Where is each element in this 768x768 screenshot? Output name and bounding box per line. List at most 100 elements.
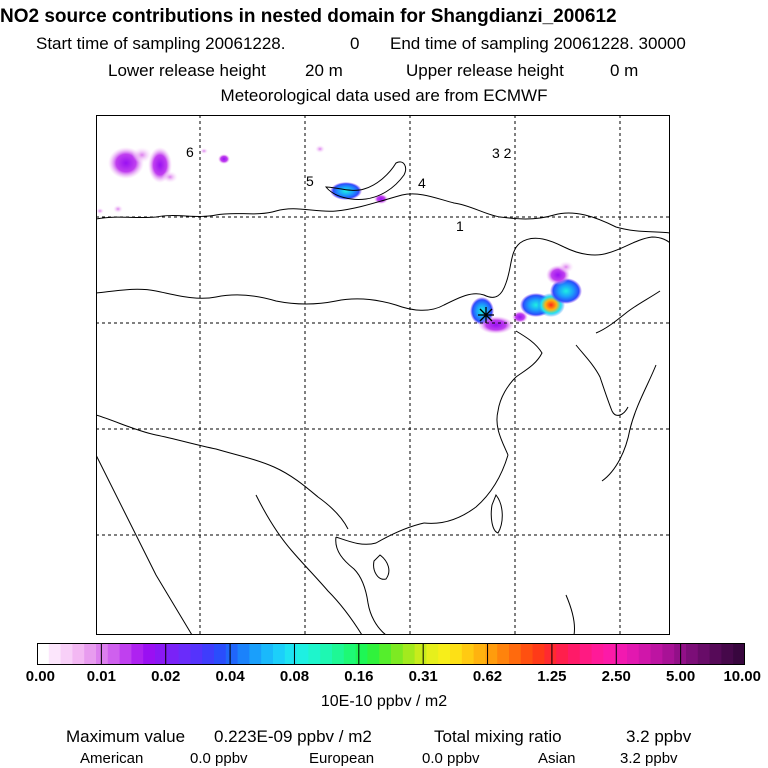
colorbar-cell: [320, 643, 333, 665]
colorbar-cell: [450, 643, 463, 665]
colorbar-cell: [237, 643, 250, 665]
colorbar-tick-label: 0.01: [86, 668, 116, 685]
colorbar-cell: [355, 643, 368, 665]
colorbar-cell: [438, 643, 451, 665]
lower-release-value: 20 m: [305, 61, 343, 80]
colorbar-cell: [131, 643, 144, 665]
indochina-border: [255, 494, 363, 635]
upper-release-label: Upper release height: [406, 61, 564, 80]
start-time-value: 0: [350, 34, 360, 53]
colorbar-cell: [568, 643, 581, 665]
colorbar-cell: [273, 643, 286, 665]
region-label-6: 6: [186, 144, 194, 160]
region-label-4: 4: [418, 175, 426, 191]
colorbar-cell: [391, 643, 404, 665]
colorbar-unit: 10E-10 ppbv / m2: [320, 693, 448, 710]
colorbar-cell: [379, 643, 392, 665]
south-china-coast: [335, 522, 425, 545]
total-mixing-value: 3.2 ppbv: [626, 727, 692, 746]
colorbar-cell: [627, 643, 640, 665]
colorbar-cell: [225, 643, 239, 665]
receptor-star-icon: [478, 307, 494, 323]
map-frame: [96, 115, 670, 635]
colorbar-cell: [96, 643, 109, 665]
colorbar-cell: [414, 643, 427, 665]
lake-baikal: [324, 161, 407, 200]
colorbar-cell: [591, 643, 604, 665]
region-label-5: 5: [306, 173, 314, 189]
colorbar-cell: [497, 643, 510, 665]
colorbar-cell: [579, 643, 593, 665]
colorbar-cell: [249, 643, 262, 665]
japan: [601, 364, 657, 482]
hainan: [373, 554, 390, 580]
vietnam-coast: [335, 536, 387, 635]
colorbar-cell: [37, 643, 50, 665]
concentration-plume-baikal: [315, 145, 388, 204]
map-panel: 6 5 4 3 2 1: [96, 115, 670, 635]
colorbar-cell: [402, 643, 416, 665]
east-china-coast: [423, 454, 509, 524]
colorbar-tick-label: 0.02: [151, 668, 181, 685]
end-time-label: End time of sampling 20061228. 30000: [390, 34, 686, 53]
colorbar-cell: [733, 643, 745, 665]
colorbar-cell: [615, 643, 628, 665]
colorbar-cell: [686, 643, 699, 665]
colorbar-cell: [697, 643, 711, 665]
colorbar-cell: [662, 643, 675, 665]
start-time-label: Start time of sampling 20061228.: [36, 34, 286, 53]
korea-border: [595, 290, 661, 334]
european-label: European: [309, 750, 375, 767]
colorbar-cell: [284, 643, 298, 665]
max-value: 0.223E-09 ppbv / m2: [214, 727, 372, 746]
european-value: 0.0 ppbv: [422, 750, 480, 767]
map-title: NO2 source contributions in nested domai…: [0, 6, 617, 27]
philippines: [565, 594, 575, 635]
colorbar-tick-label: 2.50: [601, 668, 631, 685]
colorbar-cell: [190, 643, 203, 665]
colorbar-cell: [261, 643, 274, 665]
colorbar-tick-label: 0.62: [472, 668, 503, 685]
colorbar-cell: [332, 643, 345, 665]
china-southwest-border: [96, 414, 349, 530]
colorbar-cell: [461, 643, 475, 665]
region-label-3-2: 3 2: [492, 145, 512, 161]
met-data-source: Meteorological data used are from ECMWF: [220, 86, 548, 105]
colorbar-cell: [709, 643, 722, 665]
china-northeast-border: [563, 236, 670, 256]
russia-mongolia-border: [96, 193, 670, 234]
lower-release-label: Lower release height: [108, 61, 266, 80]
colorbar-tick-label: 0.16: [344, 668, 374, 685]
colorbar-cell: [650, 643, 663, 665]
colorbar-cell: [721, 643, 734, 665]
colorbar-tick-label: 0.08: [279, 668, 310, 685]
colorbar-cell: [178, 643, 191, 665]
asian-label: Asian: [538, 750, 576, 767]
colorbar-cell: [60, 643, 73, 665]
colorbar-cell: [473, 643, 486, 665]
colorbar-ticks: 0.00 0.01 0.02 0.04 0.08 0.16 0.31 0.62 1.25 2.50…: [0, 668, 768, 688]
colorbar-cell: [214, 643, 227, 665]
colorbar-cell: [367, 643, 380, 665]
colorbar-cell: [107, 643, 121, 665]
colorbar-cell: [520, 643, 534, 665]
max-value-label: Maximum value: [66, 727, 186, 746]
colorbar-cell: [544, 643, 557, 665]
colorbar-cell: [202, 643, 215, 665]
colorbar-cell: [143, 643, 156, 665]
american-label: American: [80, 750, 144, 767]
colorbar-cell: [509, 643, 522, 665]
colorbar-cell: [343, 643, 357, 665]
colorbar-cell: [638, 643, 652, 665]
colorbar-tick-label: 0.31: [408, 668, 438, 685]
concentration-plume-beijing: [470, 261, 582, 334]
coastlines-and-borders: [96, 161, 670, 635]
colorbar-cell: [72, 643, 85, 665]
colorbar-tick-label: 5.00: [666, 668, 696, 685]
asian-value: 3.2 ppbv: [620, 750, 678, 767]
colorbar-cell: [84, 643, 97, 665]
colorbar-cell: [155, 643, 168, 665]
colorbar-cell: [48, 643, 62, 665]
colorbar-cell: [426, 643, 439, 665]
colorbar-tick-label: 0.04: [215, 668, 245, 685]
